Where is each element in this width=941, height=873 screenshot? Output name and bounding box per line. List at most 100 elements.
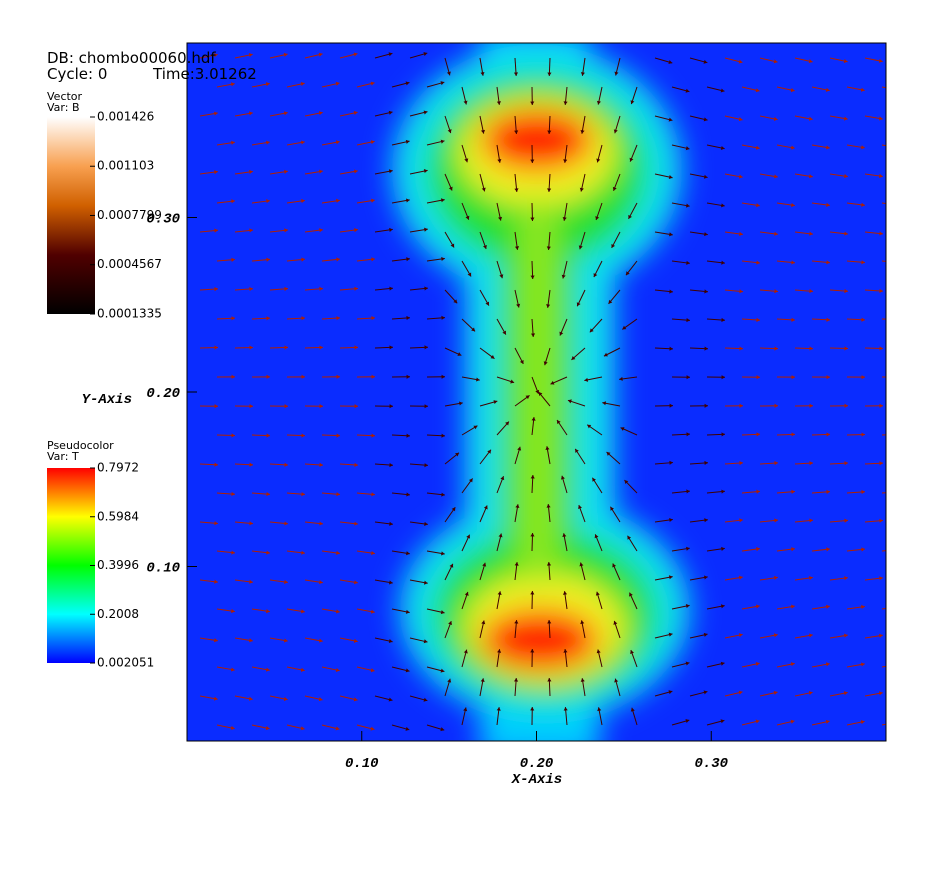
arrow-head <box>485 301 490 306</box>
arrow-head <box>266 550 270 555</box>
arrow-head <box>844 288 848 294</box>
arrow-head <box>406 315 410 321</box>
arrow-head <box>459 401 463 406</box>
arrow-head <box>440 668 445 673</box>
arrow-head <box>844 633 848 638</box>
arrow-head <box>517 446 522 451</box>
arrow-head <box>480 678 485 683</box>
arrow-head <box>596 158 601 163</box>
arrow-head <box>266 316 270 321</box>
arrow-head <box>790 719 795 724</box>
arrow-head <box>739 403 743 408</box>
arrow-head <box>230 82 235 87</box>
arrow-head <box>606 452 611 456</box>
arrow-head <box>809 518 813 523</box>
arrow <box>881 434 886 436</box>
arrow-head <box>562 591 568 595</box>
arrow-head <box>897 375 900 379</box>
arrow-head <box>265 667 270 672</box>
arrow-head <box>530 101 535 105</box>
arrow-head <box>405 198 410 203</box>
arrow-head <box>547 72 552 76</box>
arrow-head <box>774 518 778 523</box>
arrow-head <box>214 521 218 526</box>
arrow-head <box>738 690 743 695</box>
arrow-head <box>497 649 502 653</box>
arrow-head <box>300 667 305 672</box>
arrow-head <box>353 697 358 702</box>
arrow-head <box>440 610 445 615</box>
arrow-head <box>826 604 830 609</box>
arrow-head <box>879 116 883 121</box>
arrow-head <box>336 492 340 497</box>
arrow-head <box>756 260 760 265</box>
arrow-head <box>721 489 725 494</box>
arrow-head <box>720 145 725 150</box>
arrow-head <box>424 404 428 409</box>
arrow-head <box>614 678 619 683</box>
arrow-head <box>496 101 501 105</box>
arrow-head <box>423 639 428 644</box>
y-axis-title: Y-Axis <box>82 392 132 408</box>
arrow-head <box>575 448 579 453</box>
arrow-head <box>721 317 725 323</box>
arrow-head <box>476 377 480 382</box>
arrow-head <box>530 333 536 337</box>
arrow-head <box>370 726 375 731</box>
arrow <box>881 86 886 89</box>
arrow-head <box>791 260 795 265</box>
arrow-head <box>596 649 601 654</box>
arrow-head <box>685 88 690 93</box>
arrow-head <box>389 345 393 350</box>
arrow-head <box>467 272 472 277</box>
arrow-head <box>557 420 561 425</box>
arrow <box>881 144 886 147</box>
arrow-head <box>406 492 410 497</box>
arrow-head <box>487 449 491 454</box>
arrow-head <box>510 379 515 384</box>
arrow-head <box>686 318 690 323</box>
arrow-head <box>463 100 468 105</box>
legend-tick-label: 0.7972 <box>97 461 139 475</box>
legend-var: Var: B <box>47 101 80 114</box>
arrow <box>881 723 886 726</box>
arrow-head <box>630 650 634 654</box>
db-label: DB: chombo00060.hdf <box>47 49 216 67</box>
arrow-head <box>773 116 778 121</box>
arrow-head <box>791 375 795 380</box>
arrow-head <box>669 517 673 523</box>
arrow-head <box>284 228 288 233</box>
arrow-head <box>214 638 218 643</box>
arrow-head <box>389 286 393 291</box>
arrow-head <box>497 591 502 596</box>
vector-field <box>199 52 900 732</box>
arrow-head <box>231 199 235 204</box>
arrow-head <box>301 374 305 379</box>
legend-tick-label: 0.2008 <box>97 607 139 621</box>
arrow-head <box>388 52 393 57</box>
arrow-head <box>483 505 488 510</box>
arrow-head <box>301 550 305 555</box>
arrow-head <box>466 534 471 539</box>
arrow-head <box>612 186 617 191</box>
arrow-head <box>514 562 519 566</box>
arrow-head <box>580 678 585 682</box>
arrow-head <box>668 175 673 180</box>
arrow-head <box>896 145 900 149</box>
arrow-head <box>578 505 582 510</box>
arrow-head <box>424 286 428 291</box>
arrow-head <box>482 562 487 567</box>
arrow-head <box>686 489 690 494</box>
arrow-head <box>441 492 445 497</box>
arrow-head <box>513 678 519 682</box>
arrow-head <box>319 345 323 350</box>
arrow-head <box>686 375 690 380</box>
arrow-head <box>496 707 501 711</box>
arrow-head <box>480 129 485 134</box>
arrow-head <box>602 401 607 406</box>
arrow-head <box>809 575 813 581</box>
arrow-head <box>896 605 900 609</box>
y-tick-label: 0.10 <box>146 561 180 577</box>
arrow-head <box>826 202 830 207</box>
arrow-head <box>739 460 743 466</box>
